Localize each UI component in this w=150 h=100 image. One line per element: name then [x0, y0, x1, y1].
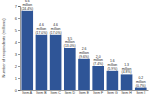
x-tick-label: Item C: [50, 91, 61, 95]
data-label: 4.6million(17.0%): [50, 23, 62, 34]
data-label-line: (9.6%): [79, 55, 89, 59]
x-tick: Item G: [107, 90, 118, 95]
y-tick-label: 1: [15, 76, 18, 81]
x-tick-label: Item B: [36, 91, 47, 95]
data-label: 4.6million(17.0%): [35, 23, 47, 34]
x-tick: Item B: [36, 90, 47, 95]
bar: [21, 11, 33, 90]
y-tick: 2: [15, 64, 20, 69]
x-tick: Item A: [22, 90, 33, 95]
bar: [64, 48, 76, 90]
bar: [36, 35, 48, 90]
bars: [21, 11, 146, 90]
y-tick: 6: [15, 16, 20, 21]
y-axis: 0 1 2 3 4 5 6 7: [15, 4, 21, 93]
data-label-line: (24.4%): [21, 7, 33, 11]
x-axis: Item AItem BItem C Item DItem EItem F Item…: [21, 90, 149, 95]
y-tick-mark: [18, 90, 20, 91]
data-label-line: (5.9%): [107, 67, 117, 71]
plot: 01234567Item AItem BItem CItem DItem EIt…: [15, 0, 149, 95]
y-tick-label: 4: [15, 40, 18, 45]
x-tick-label: Item F: [93, 91, 103, 95]
data-label: 6.6million(24.4%): [21, 0, 33, 11]
x-tick-label: Item I: [136, 91, 145, 95]
data-label: 1.3million(4.8%): [122, 63, 132, 74]
x-tick: Item H: [121, 90, 132, 95]
x-tick: Item D: [65, 90, 76, 95]
data-label-line: (17.0%): [50, 31, 62, 35]
x-tick: Item I: [136, 90, 145, 95]
x-tick: Item C: [50, 90, 61, 95]
bar: [121, 74, 133, 90]
x-tick-label: Item H: [121, 91, 132, 95]
data-label: 3.5million(13.0%): [64, 37, 76, 48]
y-tick-mark: [18, 54, 20, 55]
y-tick-mark: [18, 42, 20, 43]
bar: [107, 71, 119, 90]
y-tick: 5: [15, 28, 20, 33]
data-label-line: (4.8%): [122, 70, 132, 74]
data-label: 2.0million(7.4%): [93, 55, 103, 66]
y-tick-label: 5: [15, 28, 18, 33]
y-tick-mark: [18, 66, 20, 67]
data-label-line: (7.4%): [93, 62, 103, 66]
y-tick: 4: [15, 40, 20, 45]
x-tick-label: Item E: [79, 91, 90, 95]
y-tick: 7: [15, 4, 20, 9]
y-tick: 3: [15, 52, 20, 57]
y-tick-label: 6: [15, 16, 18, 21]
x-tick-label: Item G: [107, 91, 118, 95]
x-tick: Item F: [93, 90, 103, 95]
x-tick-label: Item D: [65, 91, 76, 95]
bar: [78, 59, 90, 90]
bar: [135, 88, 147, 90]
data-label-line: (13.0%): [64, 44, 76, 48]
data-label: 1.6million(5.9%): [107, 59, 117, 70]
data-labels: 6.6million(24.4%) 4.6million(17.0%)4.6mil…: [21, 0, 145, 88]
x-tick: Item E: [79, 90, 90, 95]
y-axis-line: [18, 7, 21, 91]
y-tick: 1: [15, 76, 20, 81]
data-label-line: (17.0%): [35, 31, 47, 35]
x-tick-label: Item A: [22, 91, 33, 95]
bar: [92, 66, 104, 90]
y-tick-label: 2: [15, 64, 18, 69]
y-tick-mark: [18, 78, 20, 79]
chart: 01234567Item AItem BItem CItem DItem EIt…: [0, 0, 150, 100]
y-tick-mark: [18, 6, 20, 7]
bar: [50, 35, 62, 90]
data-label-line: (0.7%): [136, 84, 146, 88]
data-label: 2.6million(9.6%): [79, 47, 89, 58]
y-tick-label: 0: [15, 88, 18, 93]
y-axis-title: Number of respondents (millions): [1, 18, 6, 78]
y-tick-label: 3: [15, 52, 18, 57]
data-label: 0.2million(0.7%): [136, 76, 146, 87]
y-tick-mark: [18, 30, 20, 31]
y-tick-mark: [18, 18, 20, 19]
y-tick: 0: [15, 88, 20, 93]
y-tick-label: 7: [15, 4, 18, 9]
